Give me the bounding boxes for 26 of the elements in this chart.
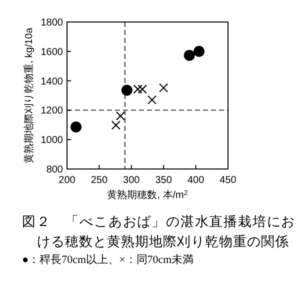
x-tick-label: 300	[123, 175, 140, 186]
y-tick-label: 1200	[40, 106, 64, 117]
point	[116, 111, 125, 120]
point	[184, 50, 195, 61]
x-tick-label: 450	[220, 175, 237, 186]
text: 図２ 「べこあおば」の湛水直播栽培における穂数と黄熟期地際刈り乾物重の関係	[22, 214, 296, 249]
y-tick-label: 1800	[40, 18, 64, 28]
x-tick-label: 400	[187, 175, 205, 186]
y-axis-title: 黄熟期地際刈り乾物重, kg/10a	[23, 27, 35, 164]
x-tick-label: 350	[155, 175, 172, 186]
point	[70, 121, 82, 132]
point	[159, 83, 168, 92]
text: ●：稈長70cm以上、×：同70cm未満	[22, 253, 194, 266]
point	[147, 95, 157, 104]
y-tick-label: 1600	[40, 46, 64, 58]
x-tick-label: 250	[90, 175, 108, 186]
point	[121, 84, 132, 96]
y-tick-label: 800	[46, 164, 64, 176]
x-axis-title: 黄熟期穂数, 本/m$^{2}$	[107, 189, 188, 201]
point	[138, 84, 147, 94]
x-tick-label: 200	[58, 175, 76, 186]
y-tick-label: 1000	[40, 135, 64, 146]
point	[194, 46, 205, 57]
y-tick-label: 1400	[40, 76, 64, 88]
point	[111, 120, 120, 130]
point	[133, 84, 142, 94]
